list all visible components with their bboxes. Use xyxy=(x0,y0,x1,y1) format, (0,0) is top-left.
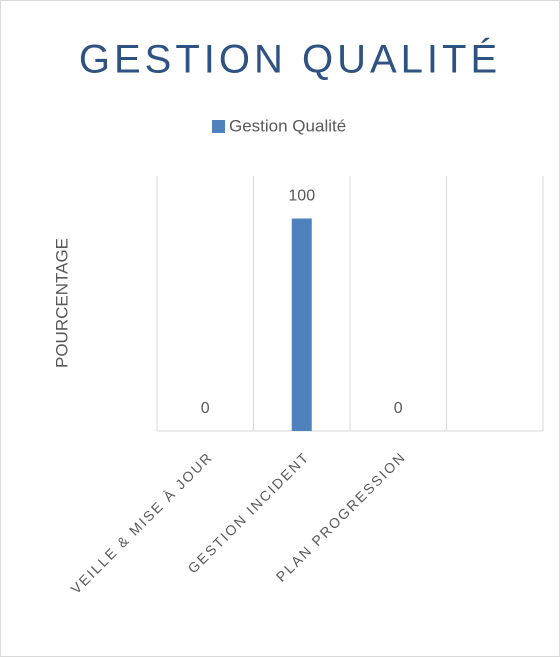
chart-title: GESTION QUALITÉ xyxy=(79,37,501,82)
bar xyxy=(291,218,312,431)
data-label: 100 xyxy=(288,188,315,205)
data-label: 0 xyxy=(394,400,403,417)
y-axis-label: POURCENTAGE xyxy=(52,238,71,368)
legend-swatch xyxy=(212,120,225,133)
data-label: 0 xyxy=(201,400,210,417)
legend-label: Gestion Qualité xyxy=(229,116,346,135)
